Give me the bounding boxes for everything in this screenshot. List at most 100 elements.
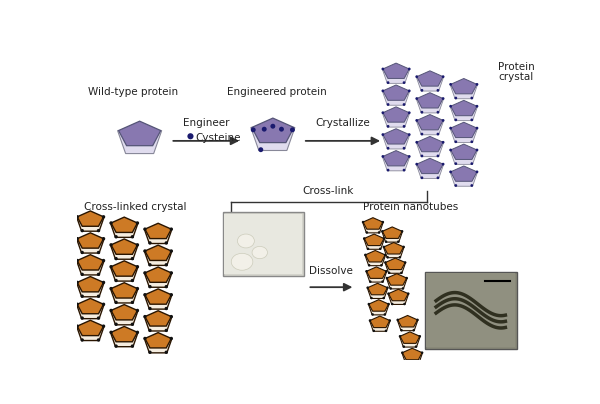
Circle shape xyxy=(397,240,400,243)
Circle shape xyxy=(386,103,389,106)
Circle shape xyxy=(368,264,370,267)
Polygon shape xyxy=(416,77,444,91)
Circle shape xyxy=(170,271,173,275)
Circle shape xyxy=(385,270,388,273)
Ellipse shape xyxy=(231,253,253,270)
Circle shape xyxy=(97,229,100,232)
Circle shape xyxy=(364,254,367,256)
Circle shape xyxy=(401,351,404,354)
Polygon shape xyxy=(382,227,402,238)
Circle shape xyxy=(170,337,173,340)
Text: Engineer: Engineer xyxy=(182,118,229,128)
Bar xyxy=(223,213,304,276)
Circle shape xyxy=(398,256,401,259)
Polygon shape xyxy=(145,311,172,326)
Circle shape xyxy=(421,89,424,92)
Circle shape xyxy=(382,67,384,70)
Polygon shape xyxy=(364,238,385,249)
Circle shape xyxy=(170,249,173,252)
Circle shape xyxy=(476,83,478,86)
Text: Cross-link: Cross-link xyxy=(302,185,354,196)
Circle shape xyxy=(97,251,100,254)
Circle shape xyxy=(442,119,445,122)
Circle shape xyxy=(97,273,100,276)
Circle shape xyxy=(76,281,79,284)
Circle shape xyxy=(102,237,105,240)
Circle shape xyxy=(386,125,389,128)
Circle shape xyxy=(365,270,368,273)
Circle shape xyxy=(383,237,385,240)
Polygon shape xyxy=(110,223,138,238)
Circle shape xyxy=(143,227,146,231)
Circle shape xyxy=(109,265,113,268)
Polygon shape xyxy=(365,250,385,262)
Circle shape xyxy=(131,279,134,282)
Ellipse shape xyxy=(252,246,268,259)
Circle shape xyxy=(170,293,173,297)
Circle shape xyxy=(76,237,79,240)
Bar xyxy=(425,272,517,349)
Polygon shape xyxy=(450,106,478,121)
Circle shape xyxy=(259,147,263,152)
Circle shape xyxy=(383,313,386,316)
Circle shape xyxy=(454,118,457,121)
Circle shape xyxy=(363,237,365,240)
Circle shape xyxy=(76,324,79,328)
Circle shape xyxy=(362,221,364,223)
Polygon shape xyxy=(365,255,386,266)
Circle shape xyxy=(80,338,84,342)
Circle shape xyxy=(148,263,152,267)
Polygon shape xyxy=(385,258,405,269)
Text: Crystallize: Crystallize xyxy=(316,118,370,128)
Circle shape xyxy=(391,303,394,305)
Circle shape xyxy=(476,170,478,173)
Circle shape xyxy=(80,295,84,298)
Circle shape xyxy=(143,293,146,297)
Polygon shape xyxy=(402,353,422,364)
Circle shape xyxy=(388,303,390,305)
Circle shape xyxy=(400,329,403,332)
Circle shape xyxy=(476,127,478,130)
Polygon shape xyxy=(451,122,477,138)
Circle shape xyxy=(80,229,84,232)
Polygon shape xyxy=(110,267,138,281)
Circle shape xyxy=(187,133,194,139)
Circle shape xyxy=(115,257,118,260)
Circle shape xyxy=(399,335,401,337)
Circle shape xyxy=(370,297,373,299)
Circle shape xyxy=(388,271,391,274)
Circle shape xyxy=(148,351,152,354)
Circle shape xyxy=(384,254,386,256)
Circle shape xyxy=(164,263,168,267)
Circle shape xyxy=(381,230,383,233)
Circle shape xyxy=(408,112,410,114)
Circle shape xyxy=(382,155,384,158)
Circle shape xyxy=(415,141,418,144)
Circle shape xyxy=(386,147,389,149)
Polygon shape xyxy=(383,247,404,258)
Circle shape xyxy=(403,246,405,248)
Polygon shape xyxy=(382,135,410,149)
Polygon shape xyxy=(400,336,420,347)
Circle shape xyxy=(97,295,100,298)
Circle shape xyxy=(382,89,384,92)
Polygon shape xyxy=(145,317,172,331)
Circle shape xyxy=(449,149,452,152)
Circle shape xyxy=(102,215,105,219)
Polygon shape xyxy=(77,233,104,248)
Circle shape xyxy=(415,97,418,100)
Circle shape xyxy=(382,221,384,223)
Polygon shape xyxy=(388,294,409,305)
Circle shape xyxy=(405,362,407,364)
Circle shape xyxy=(279,127,284,132)
Circle shape xyxy=(365,231,368,234)
Circle shape xyxy=(470,97,473,99)
Polygon shape xyxy=(417,71,443,86)
Circle shape xyxy=(80,251,84,254)
Polygon shape xyxy=(382,91,410,105)
Polygon shape xyxy=(145,251,172,265)
Circle shape xyxy=(385,240,388,243)
Polygon shape xyxy=(110,310,138,325)
Circle shape xyxy=(386,169,389,171)
Circle shape xyxy=(449,127,452,130)
